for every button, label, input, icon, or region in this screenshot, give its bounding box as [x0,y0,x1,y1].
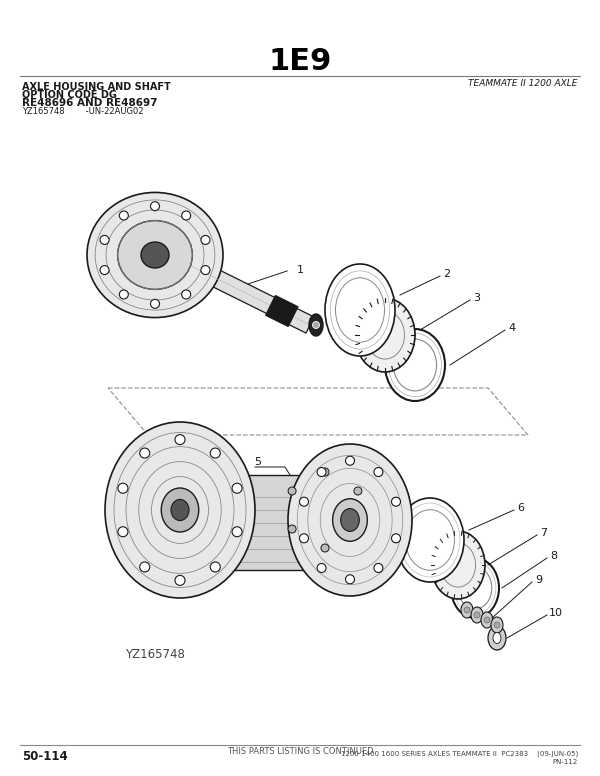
Ellipse shape [481,612,493,628]
Circle shape [100,235,109,244]
Circle shape [182,290,191,299]
Ellipse shape [171,500,189,521]
Circle shape [151,202,160,211]
Circle shape [346,456,355,466]
Circle shape [288,525,296,533]
Ellipse shape [105,422,255,598]
Circle shape [175,435,185,445]
Circle shape [317,468,326,476]
Circle shape [118,527,128,537]
Ellipse shape [461,602,473,618]
Circle shape [288,487,296,495]
Circle shape [391,534,400,543]
Text: 4: 4 [508,323,515,333]
Circle shape [317,563,326,573]
Text: YZ165748        -UN-22AUG02: YZ165748 -UN-22AUG02 [22,106,143,116]
Text: PN-112: PN-112 [553,759,578,765]
Ellipse shape [118,220,193,289]
Circle shape [151,300,160,308]
Text: THIS PARTS LISTING IS CONTINUED: THIS PARTS LISTING IS CONTINUED [227,747,373,756]
Circle shape [119,211,128,220]
FancyBboxPatch shape [195,475,380,570]
Text: 9: 9 [535,575,542,585]
Ellipse shape [341,508,359,532]
Ellipse shape [87,192,223,317]
Text: 3: 3 [473,293,480,303]
Circle shape [210,448,220,458]
Ellipse shape [471,607,483,623]
Circle shape [140,448,150,458]
Text: 8: 8 [550,551,557,561]
Circle shape [374,563,383,573]
Circle shape [321,468,329,476]
Ellipse shape [396,498,464,582]
Text: 5: 5 [254,457,262,467]
Circle shape [118,483,128,494]
Text: 7: 7 [540,528,547,538]
Ellipse shape [493,632,501,643]
Ellipse shape [325,264,395,356]
Circle shape [299,534,308,543]
Ellipse shape [431,531,485,599]
Circle shape [391,497,400,506]
Circle shape [201,235,210,244]
Text: 1E9: 1E9 [268,47,332,77]
Ellipse shape [309,314,323,336]
Circle shape [354,487,362,495]
Ellipse shape [288,444,412,596]
Text: RE48696 AND RE48697: RE48696 AND RE48697 [22,98,157,108]
Circle shape [374,468,383,476]
Text: 6: 6 [517,503,524,513]
Text: AXLE HOUSING AND SHAFT: AXLE HOUSING AND SHAFT [22,82,171,92]
Circle shape [210,562,220,572]
Circle shape [484,617,490,623]
Circle shape [494,622,500,628]
Ellipse shape [491,617,503,633]
Ellipse shape [332,499,367,542]
Circle shape [100,265,109,275]
Ellipse shape [141,242,169,268]
Circle shape [232,483,242,494]
Circle shape [346,575,355,584]
Text: 10: 10 [549,608,563,618]
Ellipse shape [355,298,415,372]
Text: YZ165748: YZ165748 [125,649,185,661]
Circle shape [201,265,210,275]
Circle shape [175,575,185,585]
Circle shape [140,562,150,572]
Circle shape [313,321,320,328]
Text: 2: 2 [443,269,450,279]
Text: OPTION CODE DG: OPTION CODE DG [22,90,117,100]
Circle shape [321,544,329,552]
Text: 1: 1 [297,265,304,275]
Circle shape [182,211,191,220]
Text: 1200 1400 1600 SERIES AXLES TEAMMATE II  PC2383    (09-JUN-05): 1200 1400 1600 SERIES AXLES TEAMMATE II … [341,750,578,757]
Polygon shape [266,296,298,327]
Text: TEAMMATE II 1200 AXLE: TEAMMATE II 1200 AXLE [469,79,578,88]
Ellipse shape [385,329,445,401]
Ellipse shape [488,626,506,650]
Circle shape [474,612,480,618]
Circle shape [232,527,242,537]
Polygon shape [165,247,314,333]
Circle shape [299,497,308,506]
Circle shape [464,607,470,613]
Ellipse shape [161,488,199,532]
Circle shape [354,525,362,533]
Text: 50-114: 50-114 [22,750,68,764]
Circle shape [119,290,128,299]
Ellipse shape [451,558,499,618]
